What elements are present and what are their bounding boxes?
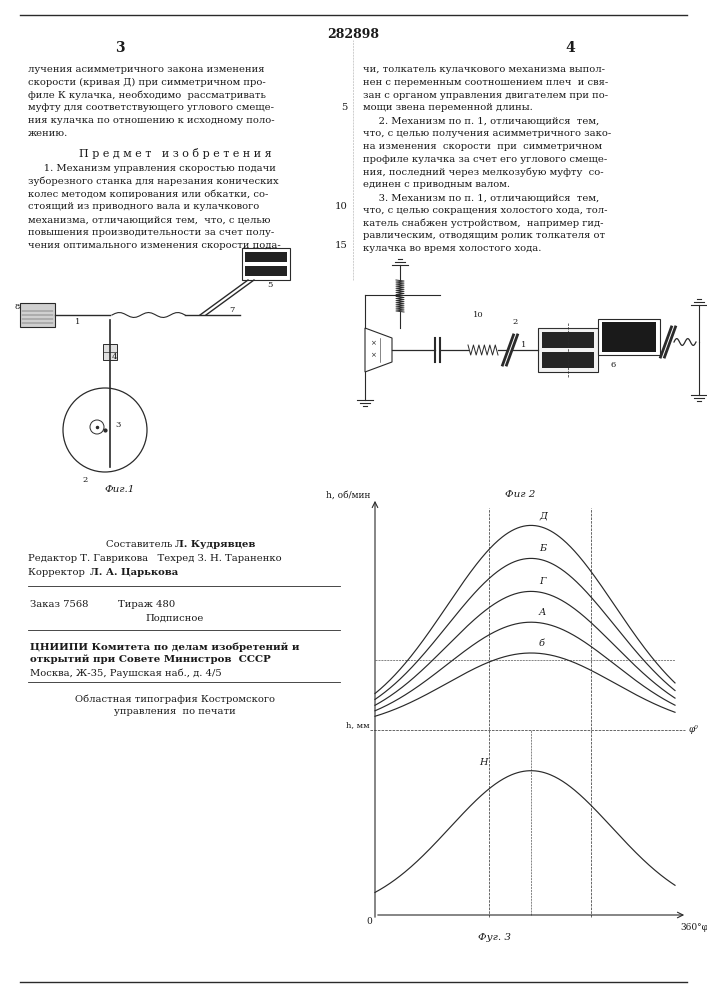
Text: ×: × [370, 340, 376, 346]
Bar [598, 319, 660, 355]
Bar [20, 303, 55, 327]
Text: нен с переменным соотношением плеч  и свя-: нен с переменным соотношением плеч и свя… [363, 78, 608, 87]
Text: на изменения  скорости  при  симметричном: на изменения скорости при симметричном [363, 142, 602, 151]
Text: Москва, Ж-35, Раушская наб., д. 4/5: Москва, Ж-35, Раушская наб., д. 4/5 [30, 668, 222, 678]
Text: Подписное: Подписное [146, 614, 204, 623]
Bar [245, 252, 287, 262]
Text: 4: 4 [112, 353, 117, 361]
Text: филе К кулачка, необходимо  рассматривать: филе К кулачка, необходимо рассматривать [28, 91, 266, 100]
Text: единен с приводным валом.: единен с приводным валом. [363, 180, 510, 189]
Text: 10: 10 [473, 311, 484, 319]
Text: чи, толкатель кулачкового механизма выпол-: чи, толкатель кулачкового механизма выпо… [363, 65, 605, 74]
Bar [542, 352, 594, 368]
Text: 1. Механизм управления скоростью подачи: 1. Механизм управления скоростью подачи [28, 164, 276, 173]
Bar [542, 332, 594, 348]
Text: Корректор: Корректор [28, 568, 88, 577]
Text: колес методом копирования или обкатки, со-: колес методом копирования или обкатки, с… [28, 189, 269, 199]
Text: катель снабжен устройством,  например гид-: катель снабжен устройством, например гид… [363, 219, 604, 228]
Text: 2. Механизм по п. 1, отличающийся  тем,: 2. Механизм по п. 1, отличающийся тем, [363, 116, 600, 125]
Text: 7: 7 [229, 306, 235, 314]
Text: Областная типография Костромского: Областная типография Костромского [75, 694, 275, 704]
Bar [245, 266, 287, 276]
Text: φ⁰: φ⁰ [689, 726, 699, 734]
Text: Фуг. 3: Фуг. 3 [479, 933, 511, 942]
Text: жению.: жению. [28, 129, 69, 138]
Text: повышения производительности за счет полу-: повышения производительности за счет пол… [28, 228, 274, 237]
Text: 0: 0 [366, 917, 372, 926]
Text: лучения асимметричного закона изменения: лучения асимметричного закона изменения [28, 65, 264, 74]
Text: 3: 3 [115, 421, 120, 429]
Text: управления  по печати: управления по печати [114, 707, 236, 716]
Text: 5: 5 [267, 281, 273, 289]
Text: Л. Кудрявцев: Л. Кудрявцев [175, 540, 255, 549]
Text: 2: 2 [513, 318, 518, 326]
Text: Н: Н [479, 758, 487, 767]
Text: 2: 2 [83, 476, 88, 484]
Text: 5: 5 [341, 103, 348, 112]
Text: что, с целью сокращения холостого хода, тол-: что, с целью сокращения холостого хода, … [363, 206, 607, 215]
Text: открытий при Совете Министров  СССР: открытий при Совете Министров СССР [30, 655, 271, 664]
Text: П р е д м е т   и з о б р е т е н и я: П р е д м е т и з о б р е т е н и я [78, 148, 271, 159]
Text: ния, последний через мелкозубую муфту  со-: ния, последний через мелкозубую муфту со… [363, 167, 604, 177]
Text: Л. А. Царькова: Л. А. Царькова [90, 568, 178, 577]
Text: что, с целью получения асимметричного зако-: что, с целью получения асимметричного за… [363, 129, 612, 138]
Text: скорости (кривая Д) при симметричном про-: скорости (кривая Д) при симметричном про… [28, 78, 266, 87]
Text: 360°φ⁰: 360°φ⁰ [680, 923, 707, 932]
Text: кулачка во время холостого хода.: кулачка во время холостого хода. [363, 244, 542, 253]
Text: Б: Б [539, 544, 546, 553]
Text: Фиг 2: Фиг 2 [505, 490, 535, 499]
Text: 10: 10 [335, 202, 348, 211]
Text: профиле кулачка за счет его углового смеще-: профиле кулачка за счет его углового сме… [363, 155, 607, 164]
Text: Г: Г [539, 577, 546, 586]
Bar [602, 322, 656, 352]
Text: Редактор Т. Гаврикова   Техред З. Н. Тараненко: Редактор Т. Гаврикова Техред З. Н. Таран… [28, 554, 281, 563]
Text: Тираж 480: Тираж 480 [118, 600, 175, 609]
Text: механизма, отличающийся тем,  что, с целью: механизма, отличающийся тем, что, с цель… [28, 215, 271, 224]
Text: Д: Д [539, 511, 547, 520]
Text: 3. Механизм по п. 1, отличающийся  тем,: 3. Механизм по п. 1, отличающийся тем, [363, 193, 600, 202]
Text: h, мм: h, мм [346, 721, 370, 729]
Text: 6: 6 [610, 361, 616, 369]
Text: 8: 8 [14, 303, 20, 311]
Text: зан с органом управления двигателем при по-: зан с органом управления двигателем при … [363, 91, 608, 100]
Text: стоящий из приводного вала и кулачкового: стоящий из приводного вала и кулачкового [28, 202, 259, 211]
Text: муфту для соответствующего углового смеще-: муфту для соответствующего углового смещ… [28, 103, 274, 112]
Text: Составитель: Составитель [105, 540, 175, 549]
Text: Фиг.1: Фиг.1 [105, 485, 135, 494]
Text: 1: 1 [520, 341, 526, 349]
Text: 282898: 282898 [327, 28, 379, 41]
Text: зуборезного станка для нарезания конических: зуборезного станка для нарезания коничес… [28, 177, 279, 186]
Bar [103, 344, 117, 360]
Text: 1: 1 [75, 318, 81, 326]
Text: 3: 3 [115, 41, 125, 55]
Text: чения оптимального изменения скорости пода-: чения оптимального изменения скорости по… [28, 241, 281, 250]
Text: 15: 15 [335, 241, 348, 250]
Text: б: б [539, 639, 545, 648]
Text: равлическим, отводящим ролик толкателя от: равлическим, отводящим ролик толкателя о… [363, 231, 605, 240]
Bar [242, 248, 290, 280]
Text: h, об/мин: h, об/мин [325, 490, 370, 499]
Text: ×: × [370, 352, 376, 358]
Text: А: А [539, 608, 547, 617]
Text: Заказ 7568: Заказ 7568 [30, 600, 88, 609]
Bar [538, 328, 598, 372]
Text: мощи звена переменной длины.: мощи звена переменной длины. [363, 103, 533, 112]
Text: ния кулачка по отношению к исходному поло-: ния кулачка по отношению к исходному пол… [28, 116, 274, 125]
Text: 4: 4 [565, 41, 575, 55]
Text: ЦНИИПИ Комитета по делам изобретений и: ЦНИИПИ Комитета по делам изобретений и [30, 642, 300, 652]
